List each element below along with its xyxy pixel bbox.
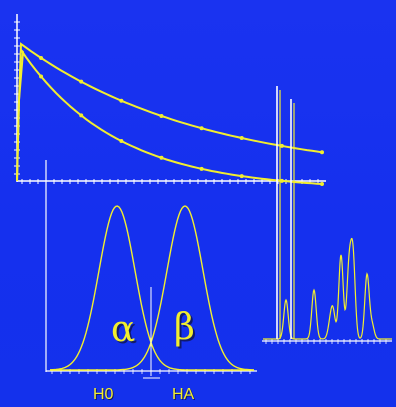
decay-data-points [39,55,324,187]
decay-data-point [79,113,84,118]
chromatogram-panel [262,86,392,344]
decay-data-point [199,166,204,171]
distribution-plot-panel [45,160,257,379]
decay-plot-panel [14,14,326,187]
decay-data-point [320,182,324,187]
decay-data-point [39,55,44,60]
decay-data-point [159,155,164,160]
decay-data-point [119,98,124,103]
decay-data-point [79,79,84,84]
decay-data-point [279,143,284,148]
decay-data-point [159,113,164,118]
beta-label: β [174,307,195,348]
decay-curve-upper [16,42,323,182]
decay-data-point [39,74,44,79]
decay-data-point [320,150,324,155]
decay-data-point [239,136,244,141]
h0-distribution-curve [50,205,254,371]
ha-label: HA [172,386,195,403]
alpha-label: α [111,309,136,350]
ha-distribution-curve [50,205,254,371]
h0-label: H0 [93,386,114,403]
decay-curve-lower [16,49,323,185]
decay-data-point [239,174,244,179]
decay-data-point [199,126,204,131]
decay-data-point [279,178,284,183]
chrom-axis-ticks [265,339,387,344]
decay-data-point [119,139,124,144]
chrom-trace-main [263,237,392,340]
